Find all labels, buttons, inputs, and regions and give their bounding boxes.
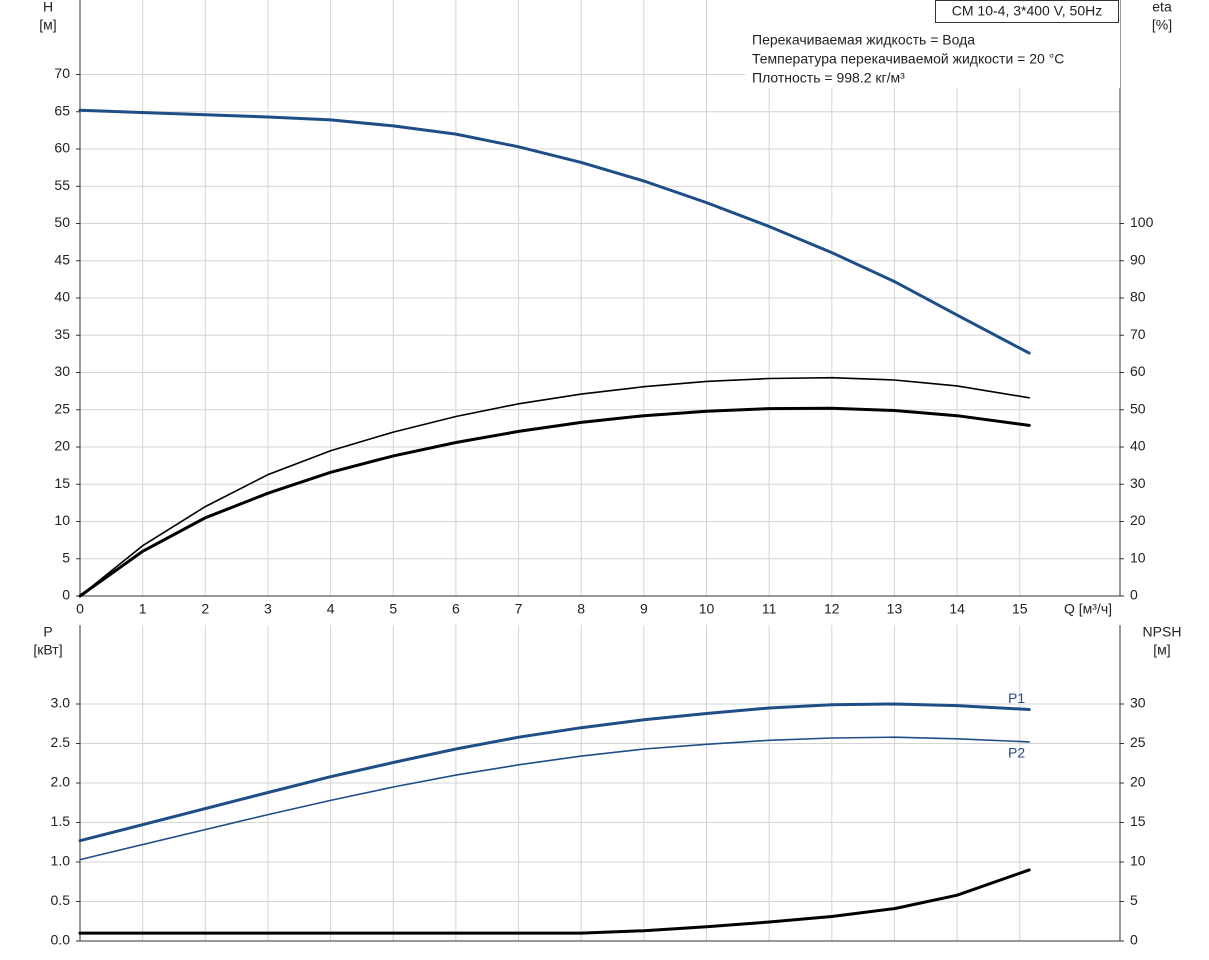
y2-axis-label: eta <box>1152 0 1172 15</box>
y2-tick-label: 30 <box>1130 475 1146 491</box>
series-line <box>78 108 1031 355</box>
y2-tick-label: 10 <box>1130 549 1146 565</box>
y2-tick-label: 40 <box>1130 438 1146 454</box>
y2-tick-label: 20 <box>1130 774 1146 790</box>
y-tick-label: 2.5 <box>51 734 71 750</box>
y2-axis-label: [%] <box>1152 17 1172 33</box>
y2-tick-label: 100 <box>1130 214 1154 230</box>
y-tick-label: 5 <box>62 549 70 565</box>
y2-tick-label: 0 <box>1130 587 1138 603</box>
y-tick-label: 35 <box>54 326 70 342</box>
x-tick-label: 1 <box>139 601 147 617</box>
y2-tick-label: 15 <box>1130 813 1146 829</box>
annotation: Перекачиваемая жидкость = Вода <box>752 32 975 48</box>
y-tick-label: 25 <box>54 400 70 416</box>
y2-tick-label: 30 <box>1130 695 1146 711</box>
y2-axis-label: NPSH <box>1143 624 1182 640</box>
series-line <box>78 406 1031 598</box>
x-tick-label: 11 <box>762 601 777 617</box>
y2-tick-label: 90 <box>1130 251 1146 267</box>
y-axis-label: H <box>43 0 53 15</box>
x-tick-label: 13 <box>887 601 903 617</box>
y-axis-label: [кВт] <box>33 642 62 658</box>
x-tick-label: 10 <box>699 601 715 617</box>
x-tick-label: 3 <box>264 601 272 617</box>
x-tick-label: 12 <box>824 601 840 617</box>
y2-tick-label: 5 <box>1130 892 1138 908</box>
y-tick-label: 2.0 <box>51 774 71 790</box>
y-axis-label: [м] <box>39 17 56 33</box>
y-tick-label: 1.0 <box>51 853 71 869</box>
y-tick-label: 15 <box>54 475 70 491</box>
y2-tick-label: 70 <box>1130 326 1146 342</box>
y2-tick-label: 20 <box>1130 512 1146 528</box>
series-label: P2 <box>1008 745 1025 761</box>
x-tick-label: 4 <box>327 601 335 617</box>
y2-tick-label: 0 <box>1130 932 1138 948</box>
y-tick-label: 0 <box>62 587 70 603</box>
y-tick-label: 10 <box>54 512 70 528</box>
y2-tick-label: 60 <box>1130 363 1146 379</box>
annotation: Температура перекачиваемой жидкости = 20… <box>752 51 1064 67</box>
x-tick-label: 5 <box>389 601 397 617</box>
y-axis-label: P <box>43 624 52 640</box>
y-tick-label: 65 <box>54 102 70 118</box>
x-tick-label: 0 <box>76 601 84 617</box>
x-tick-label: 14 <box>949 601 965 617</box>
x-axis-label: Q [м³/ч] <box>1064 601 1112 617</box>
y-tick-label: 30 <box>54 363 70 379</box>
series-line <box>79 376 1030 597</box>
y-tick-label: 1.5 <box>51 813 71 829</box>
series-line <box>78 868 1031 935</box>
y2-tick-label: 50 <box>1130 400 1146 416</box>
title-box <box>935 0 1119 23</box>
y-tick-label: 45 <box>54 251 70 267</box>
x-tick-label: 8 <box>577 601 585 617</box>
series-line <box>78 702 1031 843</box>
y2-axis-label: [м] <box>1153 642 1170 658</box>
y-tick-label: 40 <box>54 289 70 305</box>
series-line <box>79 736 1030 861</box>
series-label: P1 <box>1008 690 1025 706</box>
y2-tick-label: 25 <box>1130 734 1146 750</box>
x-tick-label: 7 <box>515 601 523 617</box>
x-tick-label: 2 <box>201 601 209 617</box>
y-tick-label: 60 <box>54 140 70 156</box>
y-tick-label: 0.5 <box>51 892 71 908</box>
y-tick-label: 55 <box>54 177 70 193</box>
annotation: Плотность = 998.2 кг/м³ <box>752 70 905 86</box>
chart-title: CM 10-4, 3*400 V, 50Hz <box>952 3 1102 19</box>
y-tick-label: 50 <box>54 214 70 230</box>
y2-tick-label: 10 <box>1130 853 1146 869</box>
y-tick-label: 70 <box>54 65 70 81</box>
x-tick-label: 6 <box>452 601 460 617</box>
y-tick-label: 3.0 <box>51 695 71 711</box>
y-tick-label: 0.0 <box>51 932 71 948</box>
y-tick-label: 20 <box>54 438 70 454</box>
x-tick-label: 15 <box>1012 601 1028 617</box>
y2-tick-label: 80 <box>1130 289 1146 305</box>
x-tick-label: 9 <box>640 601 648 617</box>
